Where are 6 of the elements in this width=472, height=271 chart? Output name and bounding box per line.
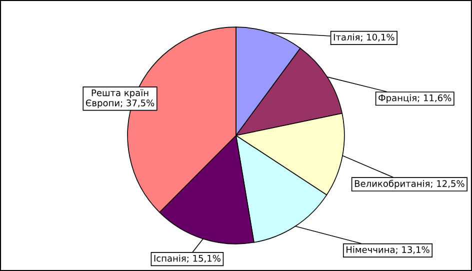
slice-label: Великобританія; 12,5% (354, 180, 464, 189)
slice-label: Решта країн Європи; 37,5% (86, 89, 154, 108)
slice-label: Іспанія; 15,1% (154, 254, 220, 263)
slice-label: Франція; 11,6% (378, 94, 452, 104)
slice-label: Італія; 10,1% (334, 34, 394, 42)
slice-label: Німеччина; 13,1% (346, 246, 430, 254)
